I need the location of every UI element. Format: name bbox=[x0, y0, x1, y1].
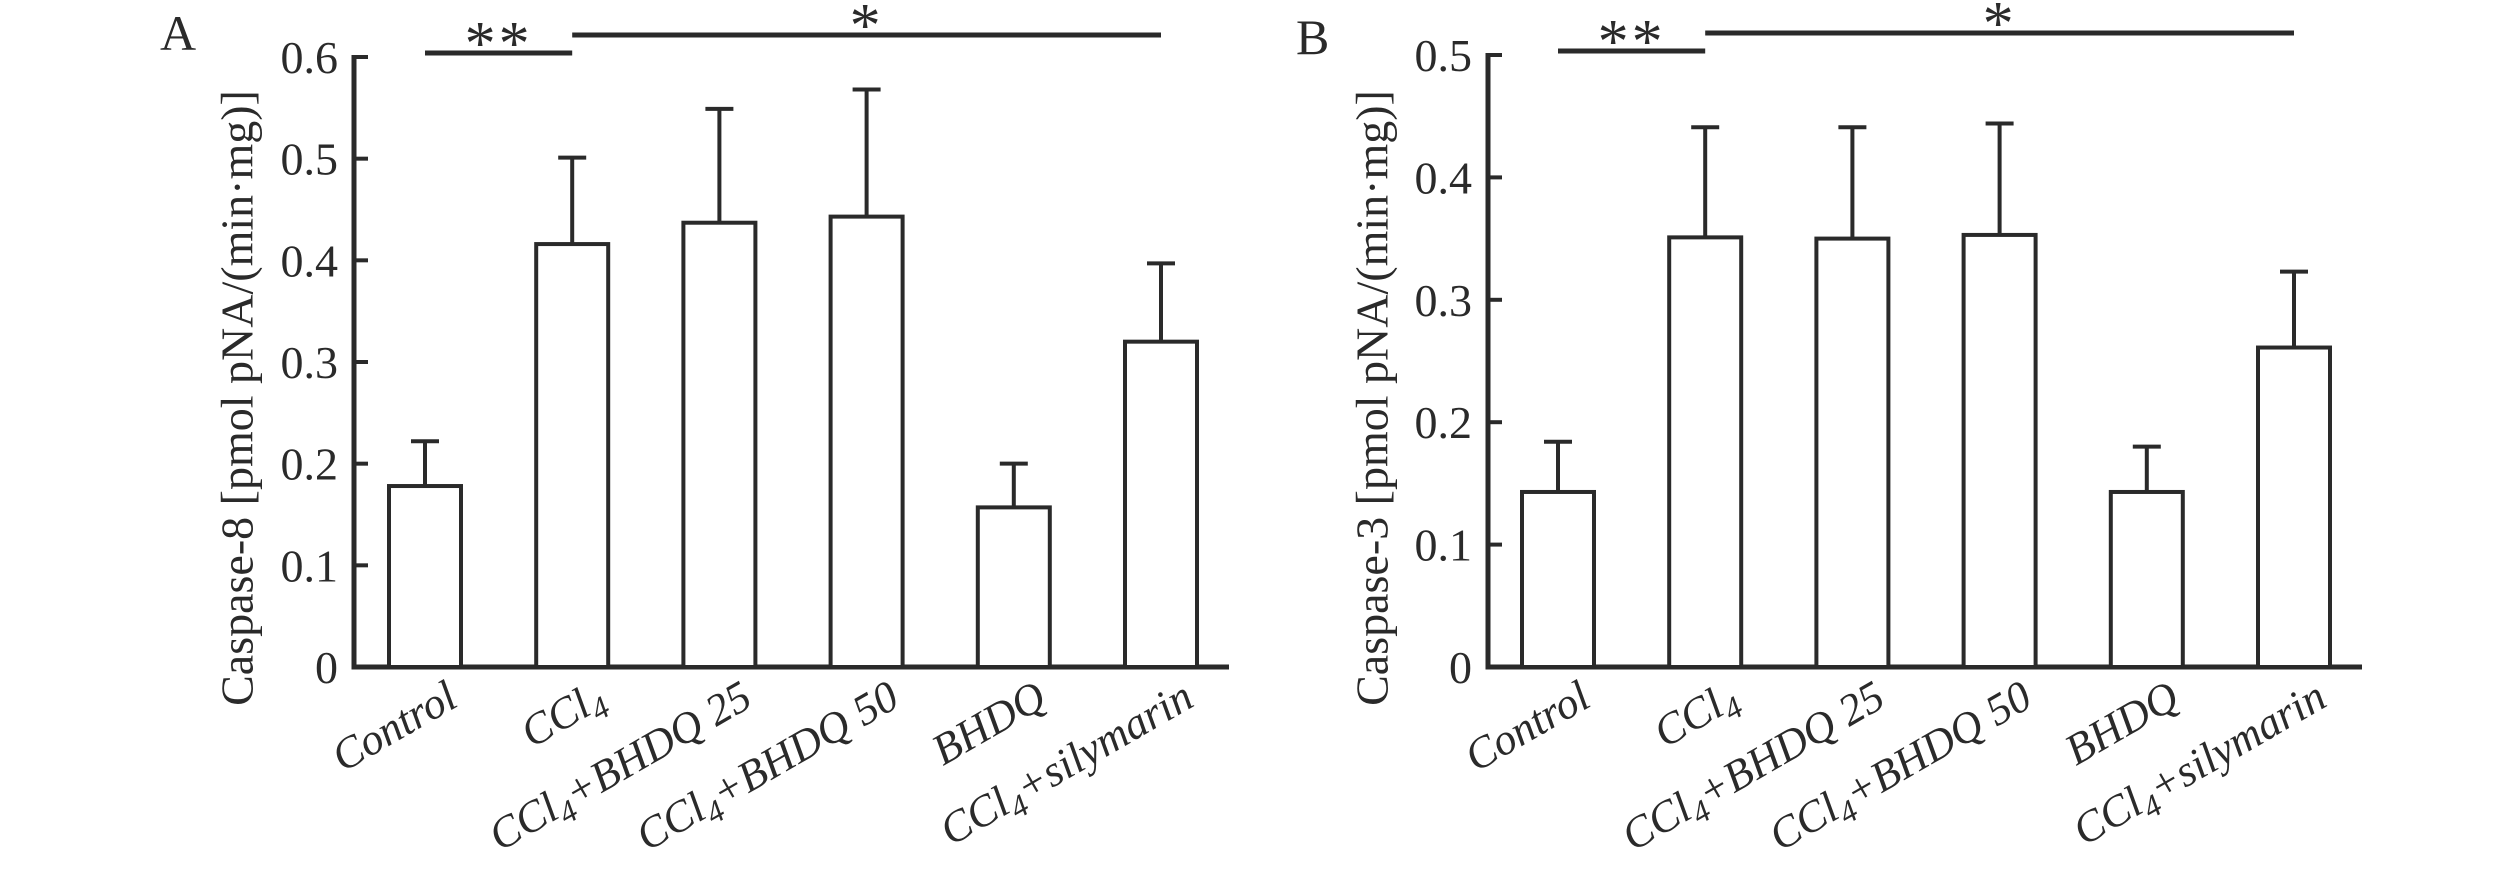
bar-2 bbox=[681, 220, 758, 669]
x-tick-label-5: CCl4+silymarin bbox=[2065, 671, 2338, 861]
significance-label: * bbox=[1983, 0, 2017, 58]
y-tick-label: 0.5 bbox=[1415, 30, 1473, 81]
y-tick-label: 0 bbox=[315, 642, 338, 693]
y-tick-label: 0.5 bbox=[281, 134, 339, 185]
bar-0 bbox=[1520, 489, 1596, 669]
y-tick-label: 0.6 bbox=[281, 32, 339, 83]
panel-b: 0 0.1 0.2 0.3 0.4 0.5 ** * Control CCl4 CCl4+BHDQ … bbox=[1260, 0, 2520, 876]
panel-a: 0 0.1 0.2 0.3 0.4 0.5 0.6 ** * Control CCl4 CCl4+BH… bbox=[281, 0, 1229, 866]
y-tick-label: 0.1 bbox=[281, 540, 339, 591]
y-tick-label: 0.1 bbox=[1415, 520, 1473, 571]
bar-4 bbox=[2108, 489, 2185, 669]
bar-1 bbox=[534, 242, 611, 669]
bar-4 bbox=[975, 505, 1052, 669]
panel-label-a: A bbox=[160, 5, 197, 61]
bar-5 bbox=[1123, 339, 1199, 669]
y-axis-title-caspase8: Caspase-8 [pmol pNA/(min·mg)] bbox=[211, 90, 263, 706]
y-axis-title-caspase3: Caspase-3 [pmol pNA/(min·mg)] bbox=[1346, 90, 1398, 706]
x-tick-label-3: CCl4+BHDQ 50 bbox=[1761, 671, 2043, 866]
caspase8-bar-chart: 00.10.20.30.40.50.6 ** *Control CCl4CCl4+BH… bbox=[281, 0, 1229, 866]
x-tick-label-3: CCl4+BHDQ 50 bbox=[628, 671, 910, 866]
caspase3-bar-chart: 00.10.20.30.40.5 ** *Control CCl4CCl4+BHDQ … bbox=[1415, 0, 2362, 866]
bar-2 bbox=[1814, 236, 1891, 669]
bar-5 bbox=[2256, 345, 2332, 669]
y-tick-label: 0.2 bbox=[281, 439, 339, 490]
y-tick-label: 0.2 bbox=[1415, 397, 1473, 448]
bar-3 bbox=[1961, 232, 2038, 669]
significance-label: * bbox=[850, 0, 884, 60]
bar-3 bbox=[828, 214, 905, 669]
y-tick-label: 0.4 bbox=[1415, 152, 1473, 203]
y-tick-label: 0 bbox=[1449, 642, 1472, 693]
y-tick-label: 0.3 bbox=[1415, 275, 1473, 326]
significance-label: ** bbox=[1598, 8, 1666, 76]
y-tick-label: 0.3 bbox=[281, 337, 339, 388]
bar-0 bbox=[387, 484, 463, 669]
bar-1 bbox=[1667, 235, 1744, 669]
y-tick-label: 0.4 bbox=[281, 235, 339, 286]
x-tick-label-0: Control bbox=[1456, 671, 1598, 781]
significance-label: ** bbox=[465, 10, 533, 78]
x-tick-label-5: CCl4+silymarin bbox=[932, 671, 1205, 861]
x-tick-label-0: Control bbox=[323, 671, 465, 781]
panel-label-b: B bbox=[1296, 9, 1330, 65]
